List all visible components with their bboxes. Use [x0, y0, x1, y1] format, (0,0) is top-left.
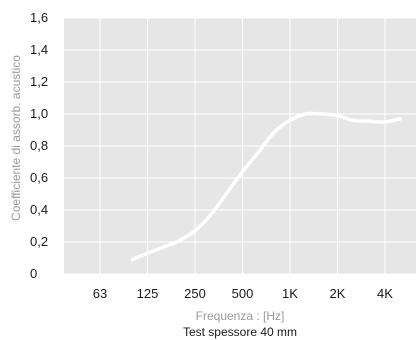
x-tick-label: 63 [93, 286, 107, 301]
y-tick-label: 1,2 [30, 74, 48, 89]
x-axis-ticks: 631252505001K2K4K8K [93, 286, 394, 301]
x-tick-label: 1K [282, 286, 298, 301]
y-tick-label: 0,2 [30, 234, 48, 249]
y-axis-title: Coefficiente di assorb. acustico [9, 55, 23, 221]
series-line [130, 111, 403, 262]
grid [64, 17, 416, 275]
x-tick-label: 2K [330, 286, 346, 301]
y-tick-label: 0 [30, 266, 37, 281]
chart-subtitle: Test spessore 40 mm [183, 325, 297, 339]
x-tick-label: 500 [232, 286, 254, 301]
y-tick-label: 0,4 [30, 202, 48, 217]
y-tick-label: 0,8 [30, 138, 48, 153]
y-tick-label: 1,6 [30, 10, 48, 25]
x-axis-title: Frequenza : [Hz] [196, 309, 285, 323]
x-tick-label: 4K [377, 286, 393, 301]
y-tick-label: 1,4 [30, 42, 48, 57]
x-tick-label: 125 [137, 286, 159, 301]
y-axis-ticks: 0 0,2 0,4 0,6 0,8 1,0 1,2 1,4 1,6 [30, 10, 48, 281]
y-tick-label: 1,0 [30, 106, 48, 121]
y-tick-label: 0,6 [30, 170, 48, 185]
series-group [130, 111, 403, 262]
x-tick-label: 250 [184, 286, 206, 301]
